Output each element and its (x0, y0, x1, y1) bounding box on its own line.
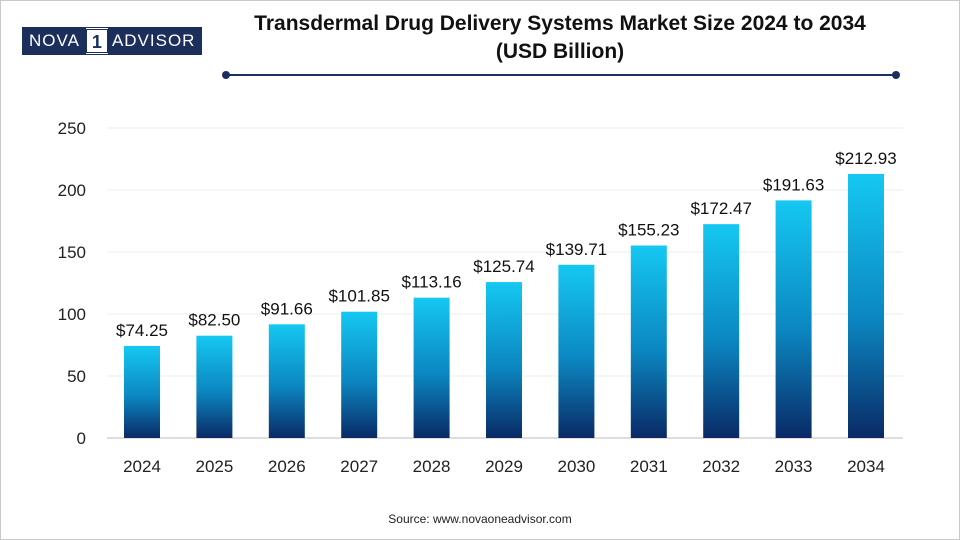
bar-2025 (196, 335, 233, 438)
y-tick-label: 200 (58, 181, 86, 200)
data-label-2031: $155.23 (618, 221, 679, 240)
chart-title: Transdermal Drug Delivery Systems Market… (200, 10, 920, 66)
data-label-2030: $139.71 (546, 240, 607, 259)
bar-2028 (413, 297, 450, 438)
x-tick-label: 2025 (195, 457, 233, 476)
bar-2033 (775, 200, 812, 438)
x-tick-label: 2031 (630, 457, 668, 476)
novaoneadvisor-logo: NOVA 1 ADVISOR (22, 27, 203, 55)
title-divider (226, 74, 898, 76)
bar-2032 (703, 224, 740, 438)
x-tick-label: 2024 (123, 457, 161, 476)
data-label-2029: $125.74 (473, 257, 534, 276)
data-label-2032: $172.47 (690, 199, 751, 218)
x-tick-label: 2027 (340, 457, 378, 476)
bar-2027 (341, 311, 378, 438)
y-tick-label: 50 (67, 367, 86, 386)
y-tick-label: 100 (58, 305, 86, 324)
x-axis: 2024 2025 2026 2027 2028 2029 2030 2031 2032 2033… (123, 457, 885, 476)
y-tick-label: 250 (58, 119, 86, 138)
bar-2031 (630, 245, 667, 438)
data-label-2028: $113.16 (401, 273, 461, 292)
data-label-2034: $212.93 (835, 149, 896, 168)
y-tick-label: 150 (58, 243, 86, 262)
data-label-2025: $82.50 (188, 311, 240, 330)
divider-dot-right (892, 71, 900, 79)
x-tick-label: 2033 (775, 457, 813, 476)
data-label-2026: $91.66 (261, 299, 313, 318)
logo-text-nova: NOVA (23, 28, 86, 54)
x-tick-label: 2032 (702, 457, 740, 476)
data-label-2027: $101.85 (328, 287, 389, 306)
x-tick-label: 2028 (413, 457, 451, 476)
source-note: Source: www.novaoneadvisor.com (388, 512, 572, 526)
bars: $74.25 $82.50 $91.66 $101.85 $113.16 $125.74 $… (116, 149, 897, 438)
y-axis: 0 50 100 150 200 250 (58, 119, 86, 448)
logo-text-one: 1 (85, 29, 108, 53)
logo-text-advisor: ADVISOR (107, 28, 202, 54)
data-label-2033: $191.63 (763, 175, 824, 194)
data-label-2024: $74.25 (116, 321, 168, 340)
chart-title-line-2: (USD Billion) (495, 40, 625, 63)
bar-2030 (558, 264, 595, 438)
x-tick-label: 2030 (557, 457, 595, 476)
divider-dot-left (222, 71, 230, 79)
bar-2034 (848, 173, 884, 438)
x-tick-label: 2029 (485, 457, 523, 476)
x-tick-label: 2034 (847, 457, 885, 476)
bar-2026 (268, 324, 305, 438)
bar-2029 (486, 282, 522, 438)
chart-title-line-1: Transdermal Drug Delivery Systems Market… (254, 12, 866, 35)
bar-2024 (124, 345, 160, 438)
y-tick-label: 0 (77, 429, 86, 448)
x-tick-label: 2026 (268, 457, 306, 476)
